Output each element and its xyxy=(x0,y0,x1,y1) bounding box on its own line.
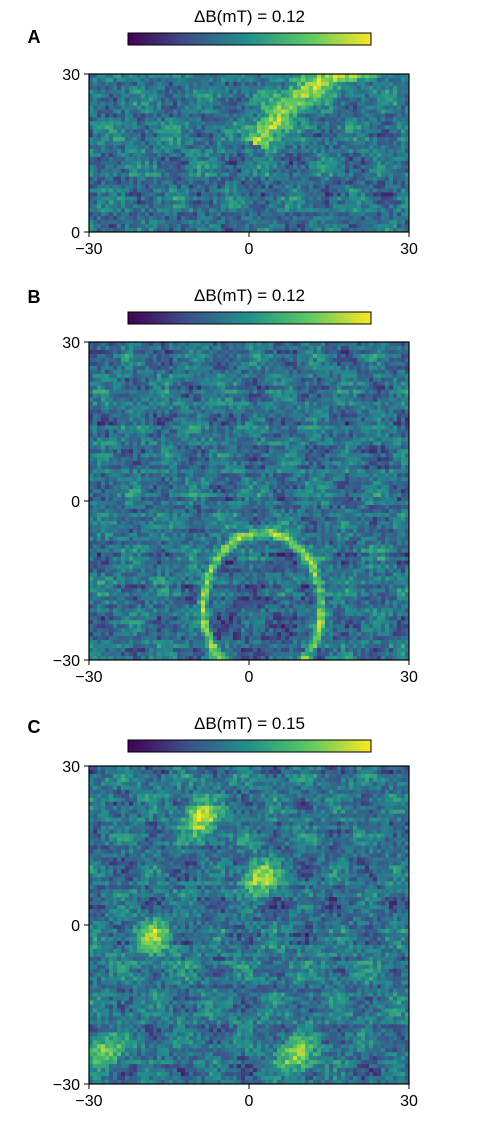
y-tick-label: −30 xyxy=(53,653,80,670)
y-tick-label: 30 xyxy=(62,335,80,352)
y-tick-label: 30 xyxy=(62,759,80,776)
y-tick-label: 0 xyxy=(71,494,80,511)
x-tick-label: 30 xyxy=(400,669,418,686)
colorbar-title: ΔB(mT) = 0.12 xyxy=(194,7,305,26)
x-tick-label: 0 xyxy=(245,241,254,258)
panel-letter: B xyxy=(28,287,41,307)
colorbar-title: ΔB(mT) = 0.12 xyxy=(194,286,305,305)
y-tick-label: −30 xyxy=(53,1077,80,1094)
y-tick-label: 30 xyxy=(62,67,80,84)
heatmap-image xyxy=(89,74,410,233)
panel-c: C ΔB(mT) = 0.15 −30 0 30 −30 0 30 xyxy=(28,714,419,1110)
x-tick-label: 0 xyxy=(245,669,254,686)
y-tick-label: 0 xyxy=(71,225,80,242)
colorbar-title: ΔB(mT) = 0.15 xyxy=(194,714,305,733)
x-tick-label: −30 xyxy=(75,241,102,258)
x-tick-label: 30 xyxy=(400,1093,418,1110)
panel-b: B ΔB(mT) = 0.12 −30 0 30 −30 0 30 xyxy=(28,286,419,686)
colorbar xyxy=(127,32,372,46)
panel-letter: C xyxy=(28,717,41,737)
colorbar xyxy=(127,311,372,325)
panel-letter: A xyxy=(28,27,41,47)
x-tick-label: 0 xyxy=(245,1093,254,1110)
colorbar xyxy=(127,739,372,753)
x-tick-label: −30 xyxy=(75,1093,102,1110)
x-tick-label: −30 xyxy=(75,669,102,686)
heatmap-image xyxy=(89,342,410,661)
y-tick-label: 0 xyxy=(71,918,80,935)
heatmap-image xyxy=(89,766,410,1085)
x-tick-label: 30 xyxy=(400,241,418,258)
